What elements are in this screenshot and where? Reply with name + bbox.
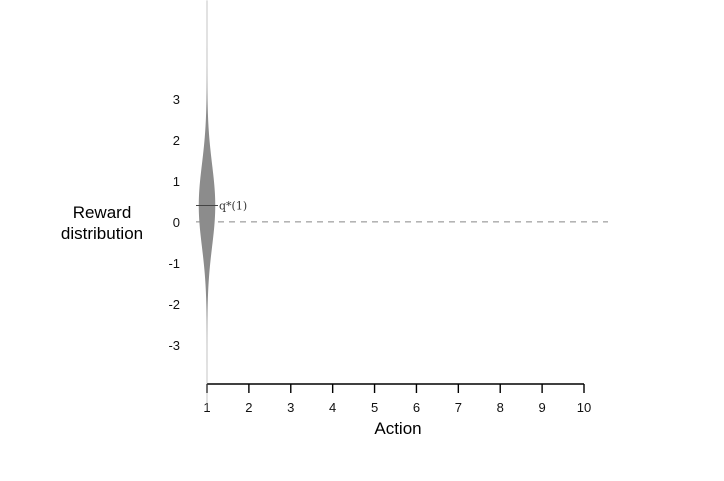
violin-mean-label: q*(1): [219, 200, 247, 213]
y-tick-label: -2: [168, 297, 180, 312]
y-tick-label: 1: [173, 174, 180, 189]
x-tick-label: 8: [497, 400, 504, 415]
y-axis-ticks: 3 2 1 0 -1 -2 -3: [168, 92, 180, 353]
x-axis-title: Action: [374, 419, 421, 438]
x-tick-label: 4: [329, 400, 336, 415]
y-axis-title-line2: distribution: [61, 224, 143, 243]
x-tick-label: 6: [413, 400, 420, 415]
y-axis-title-line1: Reward: [73, 203, 132, 222]
x-tick-label: 5: [371, 400, 378, 415]
x-tick-label: 2: [245, 400, 252, 415]
y-tick-label: 2: [173, 133, 180, 148]
y-tick-label: 0: [173, 215, 180, 230]
y-tick-label: -1: [168, 256, 180, 271]
violins: q*(1): [196, 0, 247, 411]
x-tick-label: 9: [538, 400, 545, 415]
x-tick-label: 10: [577, 400, 591, 415]
y-tick-label: 3: [173, 92, 180, 107]
y-tick-label: -3: [168, 338, 180, 353]
x-axis-ticks: 12345678910: [203, 384, 591, 415]
x-tick-label: 7: [455, 400, 462, 415]
x-tick-label: 3: [287, 400, 294, 415]
